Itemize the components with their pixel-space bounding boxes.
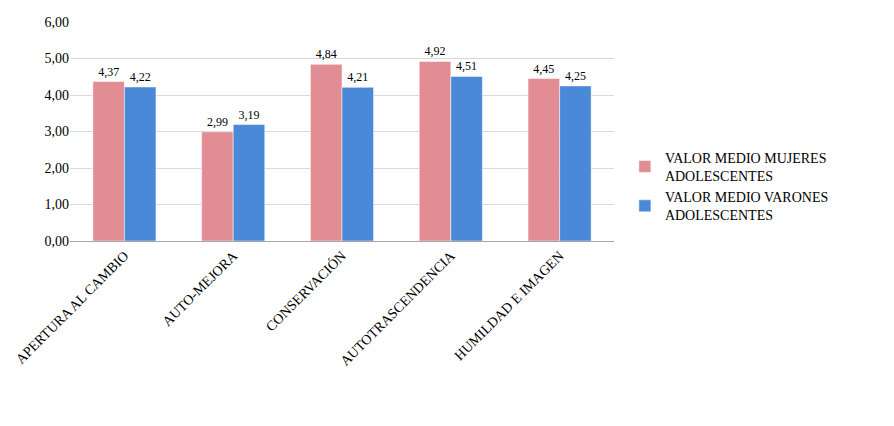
svg-text:2,99: 2,99 (207, 115, 228, 129)
svg-text:VALOR MEDIO MUJERESADOLESCENTE: VALOR MEDIO MUJERESADOLESCENTES (665, 151, 827, 184)
svg-text:APERTURA AL CAMBIO: APERTURA AL CAMBIO (13, 248, 132, 367)
svg-text:4,92: 4,92 (425, 44, 446, 58)
svg-text:3,19: 3,19 (238, 108, 259, 122)
svg-text:VALOR MEDIO VARONESADOLESCENTE: VALOR MEDIO VARONESADOLESCENTES (665, 190, 828, 223)
svg-text:1,00: 1,00 (45, 197, 70, 212)
svg-text:4,84: 4,84 (316, 47, 337, 61)
svg-text:AUTOTRASCENDENCIA: AUTOTRASCENDENCIA (337, 248, 458, 369)
svg-text:4,51: 4,51 (456, 59, 477, 73)
svg-text:AUTO-MEJORA: AUTO-MEJORA (159, 248, 240, 329)
svg-text:2,00: 2,00 (45, 161, 70, 176)
svg-text:3,00: 3,00 (45, 124, 70, 139)
svg-text:4,22: 4,22 (130, 70, 151, 84)
svg-text:HUMILDAD E IMAGEN: HUMILDAD E IMAGEN (452, 248, 567, 363)
svg-text:CONSERVACIÓN: CONSERVACIÓN (262, 248, 349, 335)
svg-text:4,00: 4,00 (45, 88, 70, 103)
svg-text:0,00: 0,00 (45, 234, 70, 249)
svg-text:6,00: 6,00 (45, 15, 70, 30)
svg-text:4,45: 4,45 (533, 62, 554, 76)
svg-text:4,25: 4,25 (565, 69, 586, 83)
svg-text:4,21: 4,21 (347, 70, 368, 84)
svg-text:4,37: 4,37 (98, 65, 119, 79)
svg-text:5,00: 5,00 (45, 51, 70, 66)
